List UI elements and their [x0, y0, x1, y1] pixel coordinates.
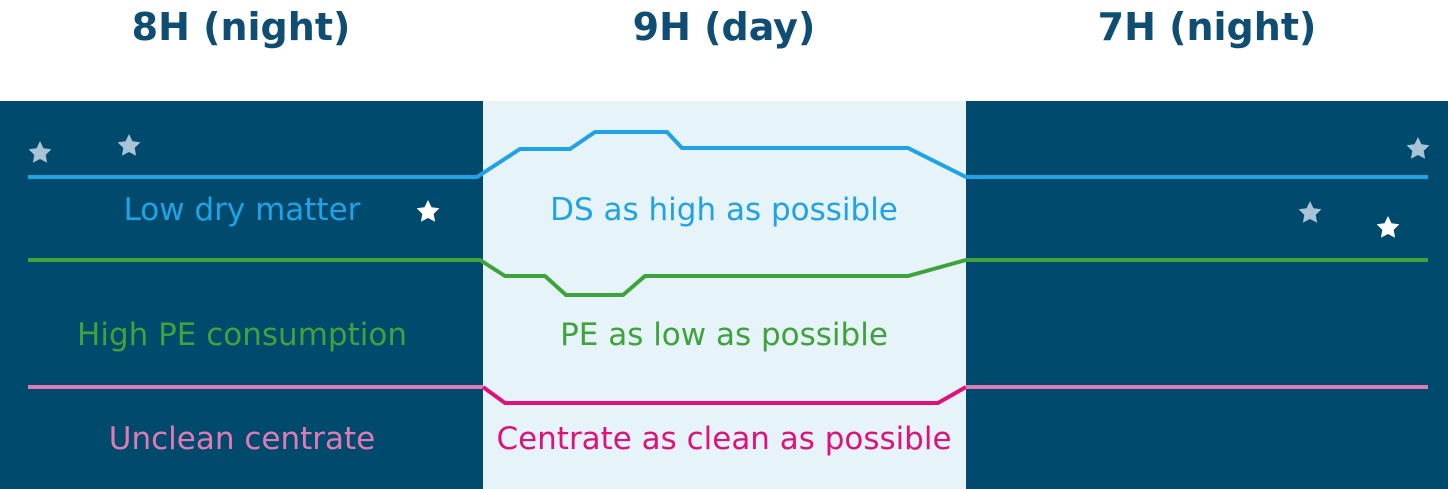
night-band-right	[966, 101, 1448, 489]
period-title-night-2: 7H (night)	[1097, 5, 1317, 49]
label-night-pe: High PE consumption	[77, 317, 407, 353]
label-day-centrate: Centrate as clean as possible	[497, 421, 952, 457]
label-day-pe: PE as low as possible	[560, 317, 888, 353]
dry-matter-line	[28, 130, 1428, 179]
period-title-day: 9H (day)	[632, 5, 816, 49]
centrate-line-day	[481, 385, 967, 405]
period-title-night-1: 8H (night)	[131, 5, 351, 49]
label-night-centrate: Unclean centrate	[109, 421, 375, 457]
night-band-left	[0, 101, 483, 489]
label-night-dry-matter: Low dry matter	[124, 192, 361, 228]
label-day-dry-matter: DS as high as possible	[550, 192, 898, 228]
pe-line	[28, 258, 1428, 297]
